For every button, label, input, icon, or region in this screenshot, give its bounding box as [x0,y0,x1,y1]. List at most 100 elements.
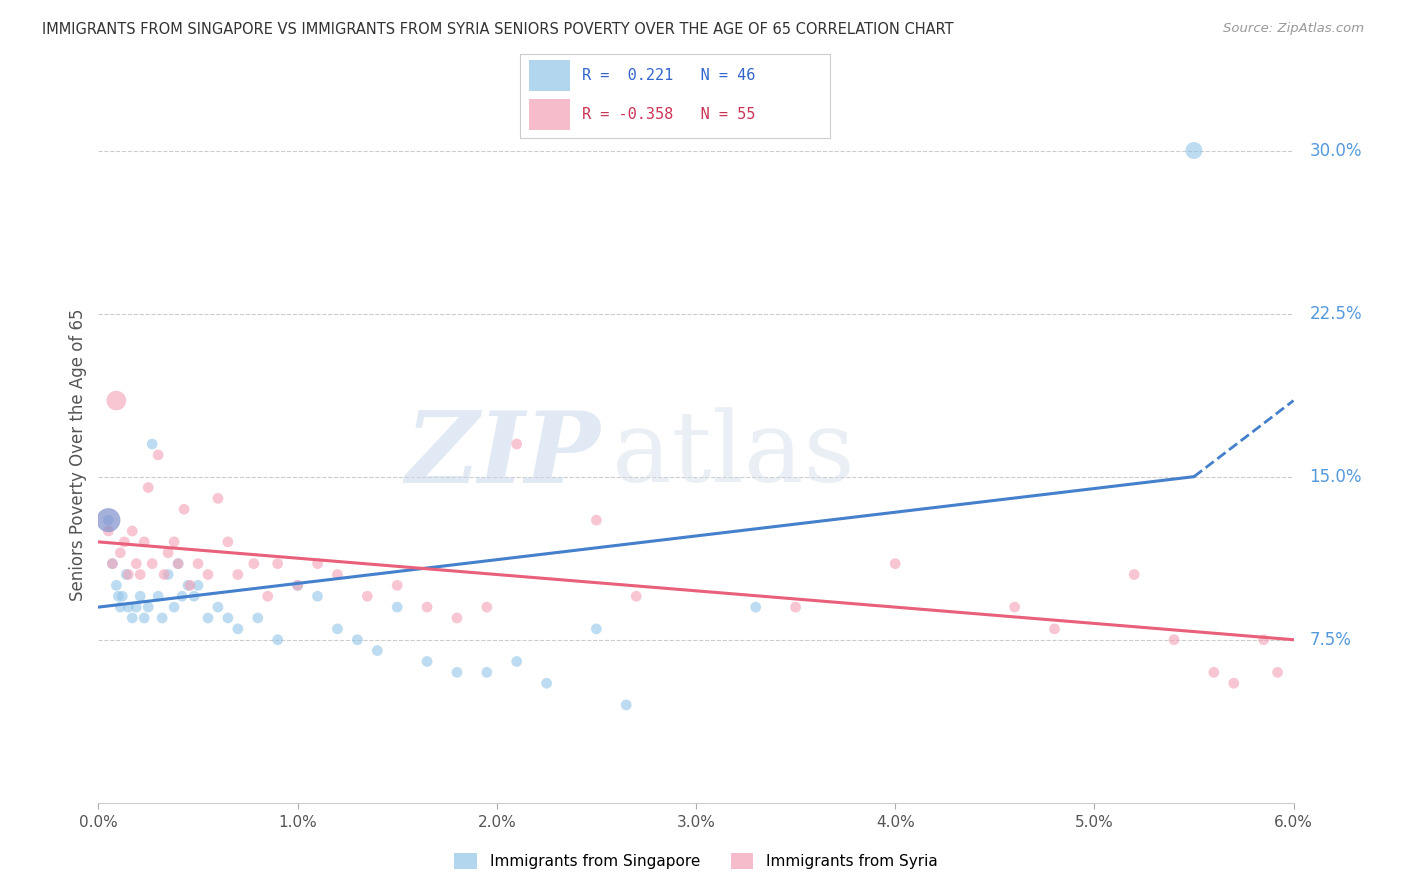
Point [153,567,176,582]
Text: IMMIGRANTS FROM SINGAPORE VS IMMIGRANTS FROM SYRIA SENIORS POVERTY OVER THE AGE : IMMIGRANTS FROM SINGAPORE VS IMMIGRANTS … [42,22,953,37]
Bar [530,61,569,91]
Point [614,698,637,712]
Point [307,557,329,571]
Point [326,622,349,636]
Point [97,513,120,527]
Point [163,600,186,615]
Point [1267,665,1289,680]
Point [785,600,807,615]
Point [105,393,128,408]
Point [624,589,647,603]
Point [256,589,278,603]
Text: 30.0%: 30.0% [1309,142,1362,160]
Text: 7.5%: 7.5% [1309,631,1351,648]
Point [246,611,269,625]
Text: R = -0.358   N = 55: R = -0.358 N = 55 [582,107,755,122]
Point [125,600,148,615]
Point [141,437,163,451]
Point [1163,632,1185,647]
Point [148,589,170,603]
Point [187,557,209,571]
Point [745,600,768,615]
Point [1043,622,1066,636]
Point [366,643,388,657]
Point [97,513,120,527]
Point [197,611,219,625]
Point [267,557,290,571]
Point [167,557,190,571]
Point [136,481,159,495]
Point [115,567,138,582]
Point [207,600,229,615]
Point [1222,676,1246,690]
Point [121,524,143,538]
Point [129,589,152,603]
Point [385,578,409,592]
Point [536,676,558,690]
Point [177,578,200,592]
Point [167,557,190,571]
Point [111,589,134,603]
Point [117,567,139,582]
Point [346,632,368,647]
Point [506,437,529,451]
Point [416,600,439,615]
Point [125,557,148,571]
Text: ZIP: ZIP [405,407,600,503]
Point [226,622,249,636]
Point [97,524,120,538]
Point [121,611,143,625]
Point [134,535,156,549]
Point [217,611,239,625]
Text: Source: ZipAtlas.com: Source: ZipAtlas.com [1223,22,1364,36]
Y-axis label: Seniors Poverty Over the Age of 65: Seniors Poverty Over the Age of 65 [69,309,87,601]
Point [157,546,180,560]
Point [157,567,180,582]
Point [117,600,139,615]
Point [446,611,468,625]
Point [1182,144,1205,158]
Point [416,655,439,669]
Point [101,557,124,571]
Text: 15.0%: 15.0% [1309,467,1362,485]
Text: 22.5%: 22.5% [1309,304,1362,323]
Point [172,589,194,603]
Point [136,600,159,615]
Point [475,600,498,615]
Point [112,535,135,549]
Point [446,665,468,680]
Point [585,622,607,636]
Point [1123,567,1146,582]
Point [385,600,409,615]
Point [129,567,152,582]
Point [1253,632,1275,647]
Point [326,567,349,582]
Point [187,578,209,592]
Legend: Immigrants from Singapore, Immigrants from Syria: Immigrants from Singapore, Immigrants fr… [449,847,943,875]
Point [179,578,201,592]
Bar [530,99,569,130]
Text: R =  0.221   N = 46: R = 0.221 N = 46 [582,68,755,83]
Point [183,589,205,603]
Point [217,535,239,549]
Point [1004,600,1026,615]
Point [287,578,309,592]
Point [110,600,132,615]
Point [884,557,907,571]
Point [585,513,607,527]
Point [207,491,229,506]
Point [475,665,498,680]
Point [267,632,290,647]
Point [307,589,329,603]
Point [243,557,266,571]
Point [163,535,186,549]
Point [226,567,249,582]
Point [110,546,132,560]
Point [148,448,170,462]
Point [101,557,124,571]
Point [150,611,173,625]
Point [1202,665,1225,680]
Point [134,611,156,625]
Point [356,589,378,603]
Point [287,578,309,592]
